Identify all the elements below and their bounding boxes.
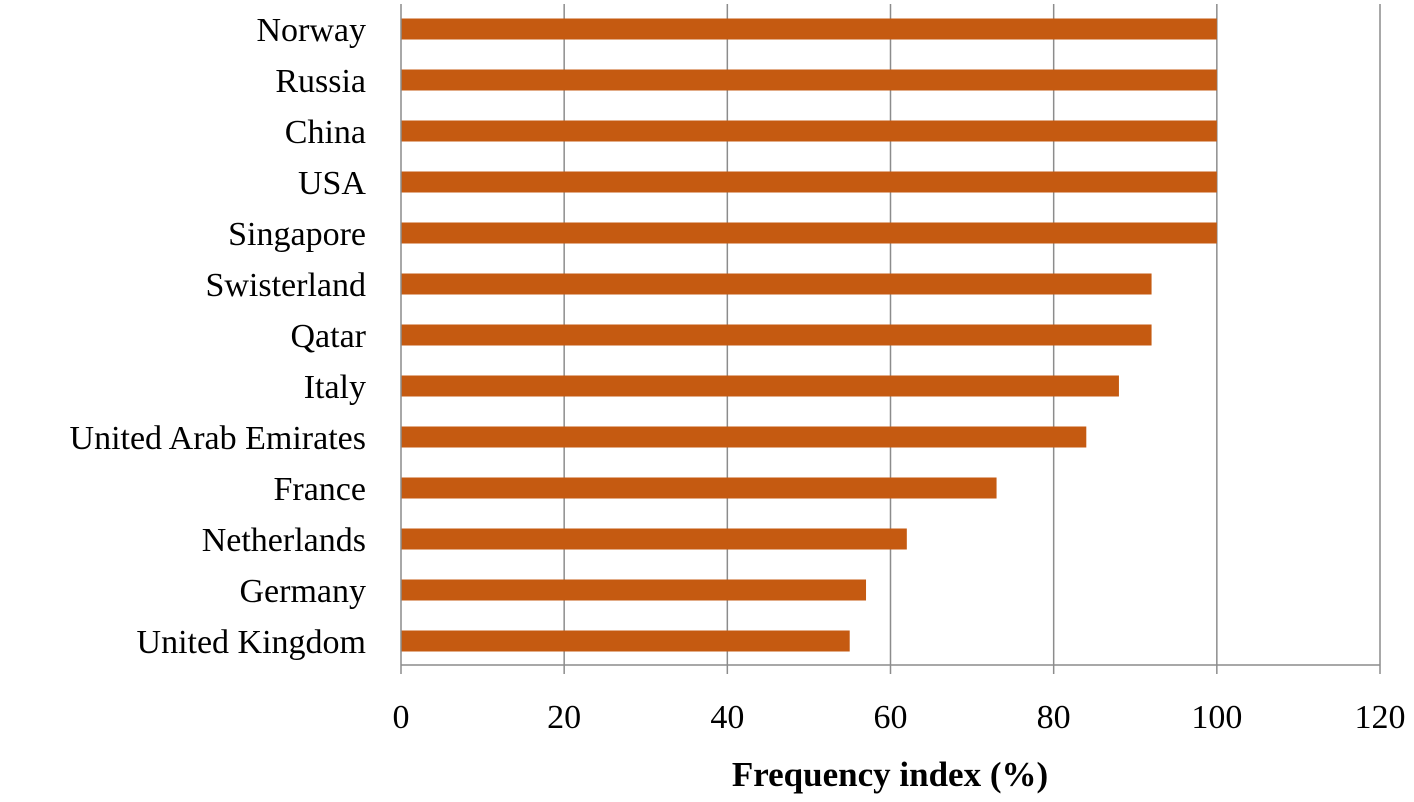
x-tick-label: 60	[874, 699, 908, 736]
category-label: China	[285, 114, 366, 151]
axes	[400, 4, 1381, 674]
x-tick-label: 100	[1191, 699, 1242, 736]
bars	[401, 18, 1217, 652]
x-tick-label: 120	[1355, 699, 1406, 736]
bar-germany	[401, 579, 867, 601]
category-label: Germany	[239, 573, 366, 610]
bar-china	[401, 120, 1217, 142]
x-tick-label: 40	[710, 699, 744, 736]
category-label: Qatar	[290, 318, 366, 355]
category-label: Italy	[304, 369, 366, 406]
bar-usa	[401, 171, 1217, 193]
category-label: France	[273, 471, 366, 508]
category-label: Swisterland	[205, 267, 366, 304]
bar-russia	[401, 69, 1217, 91]
bar-united-arab-emirates	[401, 426, 1087, 448]
bar-qatar	[401, 324, 1152, 346]
category-label: USA	[298, 165, 366, 202]
bar-france	[401, 477, 997, 499]
bar-norway	[401, 18, 1217, 40]
category-label: United Arab Emirates	[70, 420, 366, 457]
labels: 0 20 40 60 80 100 120 Norway Russia China USA Singa…	[70, 12, 1406, 736]
category-label: Norway	[256, 12, 366, 49]
x-tick-label: 0	[393, 699, 410, 736]
bar-netherlands	[401, 528, 907, 550]
category-label: Singapore	[228, 216, 366, 253]
bar-united-kingdom	[401, 630, 850, 652]
category-label: United Kingdom	[137, 624, 366, 661]
bar-swisterland	[401, 273, 1152, 295]
bar-italy	[401, 375, 1119, 397]
category-label: Russia	[275, 63, 366, 100]
bar-singapore	[401, 222, 1217, 244]
category-label: Netherlands	[202, 522, 366, 559]
x-axis-title: Frequency index (%)	[732, 755, 1048, 794]
x-tick-label: 80	[1037, 699, 1071, 736]
x-tick-label: 20	[547, 699, 581, 736]
